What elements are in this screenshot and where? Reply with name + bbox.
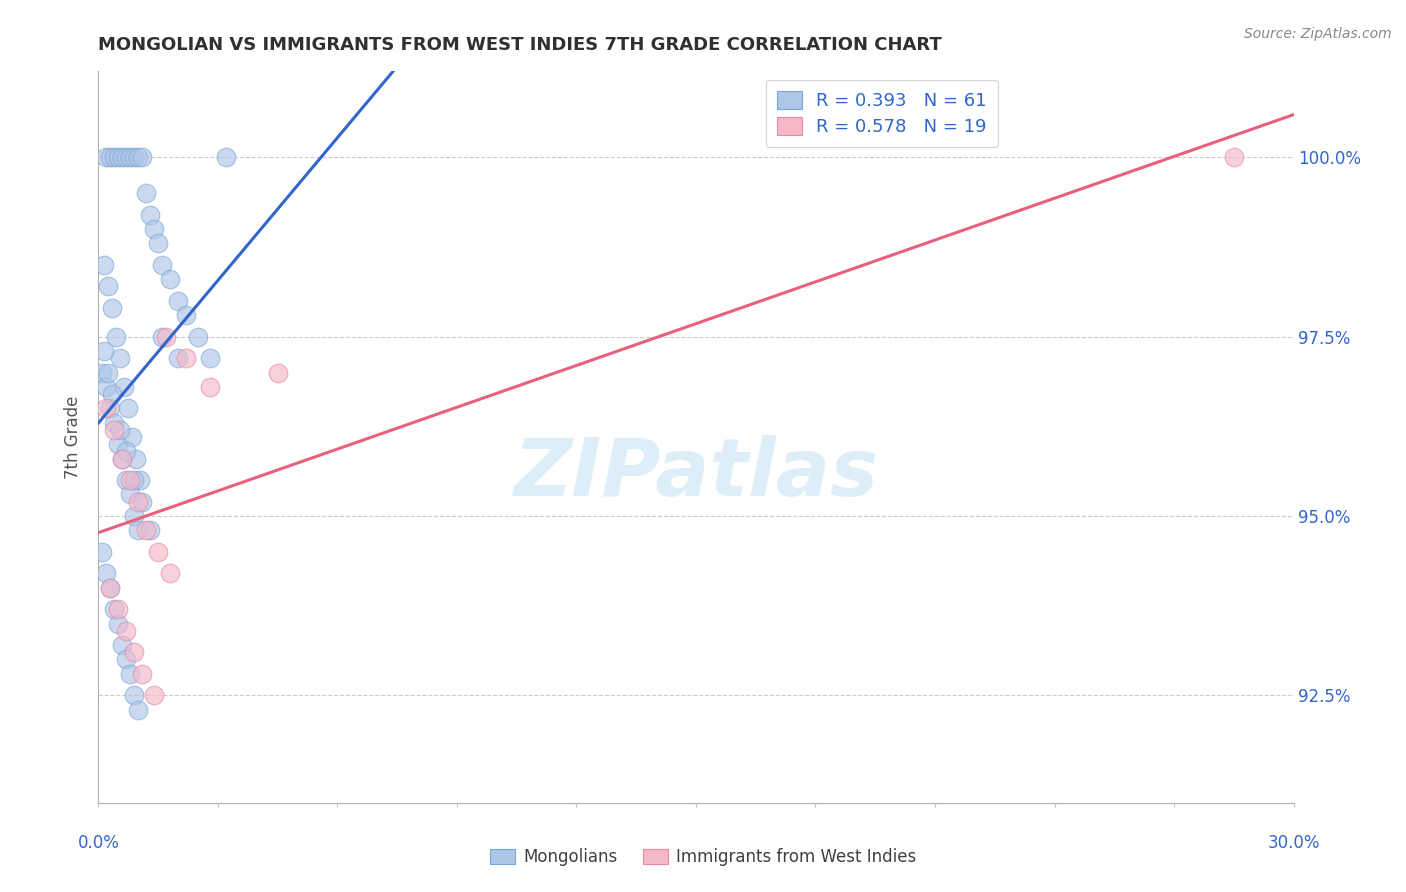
- Point: [167, 351, 190, 366]
- Point: [215, 150, 238, 164]
- Text: 0.0%: 0.0%: [77, 834, 120, 852]
- Point: [115, 624, 138, 638]
- Point: [120, 487, 142, 501]
- Point: [143, 688, 166, 702]
- Point: [98, 581, 122, 595]
- Point: [120, 473, 142, 487]
- Text: MONGOLIAN VS IMMIGRANTS FROM WEST INDIES 7TH GRADE CORRELATION CHART: MONGOLIAN VS IMMIGRANTS FROM WEST INDIES…: [98, 36, 942, 54]
- Point: [98, 401, 122, 416]
- Point: [107, 616, 129, 631]
- Point: [174, 308, 197, 322]
- Point: [127, 702, 149, 716]
- Point: [101, 301, 124, 315]
- Point: [139, 524, 162, 538]
- Point: [91, 545, 114, 559]
- Point: [103, 150, 125, 164]
- Point: [127, 524, 149, 538]
- Point: [148, 236, 170, 251]
- Point: [111, 638, 134, 652]
- Point: [198, 380, 221, 394]
- Point: [98, 150, 122, 164]
- Point: [117, 401, 139, 416]
- Point: [120, 666, 142, 681]
- Point: [111, 150, 134, 164]
- Point: [135, 186, 157, 201]
- Point: [124, 508, 146, 523]
- Point: [198, 351, 221, 366]
- Point: [96, 380, 118, 394]
- Point: [91, 366, 114, 380]
- Point: [127, 150, 149, 164]
- Point: [125, 451, 148, 466]
- Point: [124, 150, 146, 164]
- Point: [96, 566, 118, 581]
- Point: [267, 366, 290, 380]
- Point: [1223, 150, 1246, 164]
- Point: [97, 366, 120, 380]
- Text: 30.0%: 30.0%: [1267, 834, 1320, 852]
- Point: [115, 150, 138, 164]
- Point: [139, 208, 162, 222]
- Point: [174, 351, 197, 366]
- Point: [105, 329, 128, 343]
- Point: [131, 666, 153, 681]
- Text: ZIPatlas: ZIPatlas: [513, 434, 879, 513]
- Point: [150, 258, 173, 272]
- Point: [167, 293, 190, 308]
- Point: [124, 688, 146, 702]
- Point: [131, 150, 153, 164]
- Point: [115, 473, 138, 487]
- Point: [120, 150, 142, 164]
- Point: [96, 150, 118, 164]
- Point: [131, 494, 153, 508]
- Point: [148, 545, 170, 559]
- Point: [124, 473, 146, 487]
- Point: [115, 444, 138, 458]
- Point: [96, 401, 118, 416]
- Point: [98, 581, 122, 595]
- Point: [103, 416, 125, 430]
- Point: [93, 344, 115, 359]
- Y-axis label: 7th Grade: 7th Grade: [65, 395, 83, 479]
- Point: [110, 351, 132, 366]
- Point: [107, 150, 129, 164]
- Point: [112, 380, 135, 394]
- Point: [121, 430, 143, 444]
- Point: [111, 451, 134, 466]
- Point: [107, 437, 129, 451]
- Point: [187, 329, 209, 343]
- Point: [127, 494, 149, 508]
- Point: [135, 524, 157, 538]
- Point: [103, 423, 125, 437]
- Point: [93, 258, 115, 272]
- Point: [159, 272, 181, 286]
- Point: [124, 645, 146, 659]
- Point: [155, 329, 177, 343]
- Point: [97, 279, 120, 293]
- Point: [111, 451, 134, 466]
- Legend: R = 0.393   N = 61, R = 0.578   N = 19: R = 0.393 N = 61, R = 0.578 N = 19: [766, 80, 998, 147]
- Point: [107, 602, 129, 616]
- Point: [103, 602, 125, 616]
- Point: [143, 222, 166, 236]
- Point: [150, 329, 173, 343]
- Text: Source: ZipAtlas.com: Source: ZipAtlas.com: [1244, 27, 1392, 41]
- Point: [115, 652, 138, 666]
- Point: [101, 387, 124, 401]
- Point: [110, 423, 132, 437]
- Point: [159, 566, 181, 581]
- Legend: Mongolians, Immigrants from West Indies: Mongolians, Immigrants from West Indies: [482, 840, 924, 875]
- Point: [129, 473, 152, 487]
